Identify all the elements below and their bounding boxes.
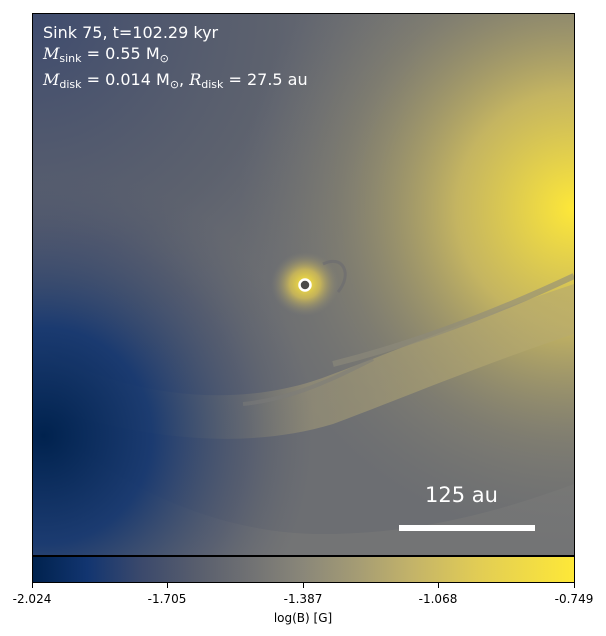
- disk-line: Mdisk = 0.014 M⊙, Rdisk = 27.5 au: [43, 69, 308, 95]
- separator: ,: [179, 70, 190, 89]
- disk-radius-value: = 27.5 au: [223, 70, 308, 89]
- disk-mass-value: = 0.014 M: [81, 70, 170, 89]
- colorbar-tick-label: -0.749: [554, 592, 594, 606]
- sink-particle-marker: [298, 278, 312, 292]
- colorbar-tick-label: -1.705: [147, 592, 187, 606]
- sun-symbol: ⊙: [159, 52, 169, 65]
- colorbar-tick-label: -2.024: [12, 592, 52, 606]
- colorbar: [32, 556, 575, 583]
- disk-radius-subscript: disk: [201, 78, 224, 91]
- title-line: Sink 75, t=102.29 kyr: [43, 23, 219, 42]
- sink-annotation: Sink 75, t=102.29 kyr Msink = 0.55 M⊙ Md…: [43, 22, 308, 95]
- colorbar-tick: [167, 583, 168, 588]
- magnetic-field-map: Sink 75, t=102.29 kyr Msink = 0.55 M⊙ Md…: [32, 13, 575, 556]
- sink-mass-line: Msink = 0.55 M⊙: [43, 43, 308, 69]
- colorbar-tick: [574, 583, 575, 588]
- scalebar: [399, 525, 535, 531]
- colorbar-tick-label: -1.068: [418, 592, 458, 606]
- disk-mass-subscript: disk: [59, 78, 82, 91]
- sink-mass-symbol: M: [43, 44, 60, 63]
- disk-mass-symbol: M: [43, 70, 60, 89]
- sink-mass-subscript: sink: [59, 52, 82, 65]
- sun-symbol: ⊙: [169, 78, 180, 91]
- colorbar-tick: [303, 583, 304, 588]
- disk-radius-symbol: R: [189, 70, 202, 89]
- colorbar-tick: [438, 583, 439, 588]
- colorbar-label: log(B) [G]: [273, 611, 333, 625]
- sink-mass-value: = 0.55 M: [81, 44, 160, 63]
- colorbar-tick: [32, 583, 33, 588]
- field-image: [33, 14, 574, 555]
- scalebar-label: 125 au: [425, 483, 498, 507]
- colorbar-tick-label: -1.387: [283, 592, 323, 606]
